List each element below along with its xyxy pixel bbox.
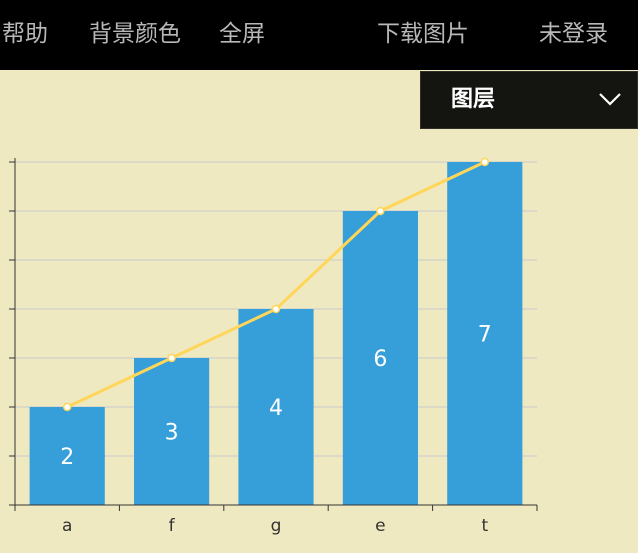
bar-g bbox=[238, 309, 314, 505]
bar-value-label: 6 bbox=[373, 347, 387, 372]
x-tick-label: g bbox=[271, 516, 282, 536]
bar-value-label: 7 bbox=[478, 323, 492, 348]
line-point bbox=[271, 304, 281, 314]
bar-f bbox=[134, 358, 210, 505]
top-toolbar: 使用帮助 背景颜色 全屏 下载图片 未登录 bbox=[0, 0, 638, 70]
x-tick-label: a bbox=[62, 516, 72, 536]
bar-a bbox=[29, 407, 105, 505]
download-image-menu-item[interactable]: 下载图片 bbox=[377, 21, 469, 47]
bar-t bbox=[447, 162, 523, 505]
help-menu-item[interactable]: 使用帮助 bbox=[0, 21, 48, 47]
bar-value-label: 4 bbox=[269, 396, 283, 421]
chevron-down-icon[interactable] bbox=[599, 92, 621, 106]
line-point bbox=[480, 157, 490, 167]
login-status-menu-item[interactable]: 未登录 bbox=[539, 21, 608, 47]
x-tick-label: t bbox=[481, 516, 488, 536]
x-tick-label: f bbox=[169, 516, 176, 536]
fullscreen-menu-item[interactable]: 全屏 bbox=[219, 21, 265, 47]
line-point bbox=[376, 206, 385, 216]
bar-value-label: 2 bbox=[60, 445, 74, 470]
bar-chart: 2 3 4 6 7 a f g e t bbox=[9, 157, 538, 536]
bar-e bbox=[342, 211, 418, 505]
background-color-menu-item[interactable]: 背景颜色 bbox=[89, 21, 181, 47]
layer-dropdown[interactable]: 图层 bbox=[420, 71, 638, 129]
layer-dropdown-label: 图层 bbox=[451, 87, 496, 112]
bar-value-label: 3 bbox=[165, 421, 179, 446]
line-point bbox=[167, 353, 176, 363]
line-point bbox=[62, 402, 72, 412]
x-tick-label: e bbox=[375, 516, 385, 536]
